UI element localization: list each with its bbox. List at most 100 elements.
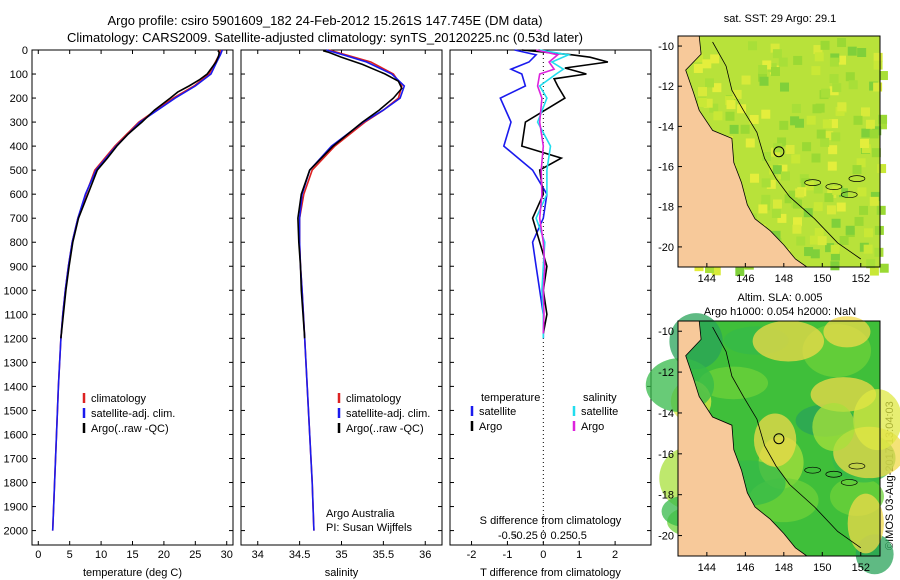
x-tick-label: 10: [95, 549, 107, 561]
sst-map-cell: [702, 59, 712, 69]
sst-map-cell: [811, 66, 821, 76]
sla-map-argo-marker: [773, 433, 785, 445]
sst-map-cell: [828, 119, 838, 129]
sst-map-cell: [824, 193, 834, 203]
temperature-axis-label: temperature (deg C): [83, 567, 182, 579]
sst-map-cell: [784, 194, 794, 204]
x-tick-label: 36: [419, 549, 431, 561]
sst-map-cell: [822, 119, 832, 129]
sst-map-cell: [845, 225, 855, 235]
y-tick-label: 600: [10, 189, 28, 201]
sst-map-cell: [873, 52, 883, 62]
sst-map-cell: [705, 264, 715, 274]
sst-map-cell: [835, 106, 845, 116]
y-tick-label: 1300: [4, 357, 28, 369]
sal-diff-tick-label: 0: [540, 530, 546, 542]
sla-map-y-tick-label: -18: [658, 490, 674, 502]
sst-map-cell: [811, 153, 821, 163]
sst-map-cell: [861, 128, 871, 138]
sla-map-frame: [677, 320, 881, 557]
sst-map-cell: [821, 88, 831, 98]
sla-map-reef: [840, 479, 858, 486]
sst-map-cell: [771, 67, 781, 77]
sst-map-cell: [802, 142, 812, 152]
sst-map-cell: [771, 230, 781, 240]
sst-map-cell: [749, 114, 759, 124]
sal-diff-tick-label: -0.25: [513, 530, 538, 542]
sla-map-blob: [853, 389, 900, 451]
sst-map-y-tick-label: -20: [658, 242, 674, 254]
tdiff-argo-line: [520, 49, 609, 334]
sst-map-cell: [737, 104, 747, 114]
sst-map-cell: [869, 196, 879, 206]
sla-map-y-tick-label: -20: [658, 531, 674, 543]
sst-map-cell: [761, 194, 771, 204]
sst-map-cell: [773, 143, 783, 153]
sst-map-cell: [779, 120, 789, 130]
sst-map-cell: [777, 137, 787, 147]
y-tick-label: 1500: [4, 405, 28, 417]
sst-map-cell: [859, 205, 869, 215]
sst-map-cell: [778, 57, 788, 67]
sst-map-cell: [713, 111, 723, 121]
sst-map-cell: [879, 263, 889, 273]
sst-map-cell: [854, 216, 864, 226]
sst-map-cell: [766, 179, 776, 189]
y-tick-label: 0: [22, 45, 28, 57]
sst-map-y-tick-label: -14: [658, 121, 674, 133]
sst-map-cell: [827, 161, 837, 171]
y-tick-label: 1000: [4, 285, 28, 297]
sst-map-cell: [791, 154, 801, 164]
sla-map-blob: [823, 316, 871, 348]
sst-map-cell: [812, 104, 822, 114]
sst-map-cell: [832, 185, 842, 195]
sst-map-cell: [758, 65, 768, 75]
x-tick-label: 15: [126, 549, 138, 561]
temp-argo-line: [60, 50, 221, 339]
sst-map-cell: [758, 204, 768, 214]
sla-map-x-tick-label: 146: [736, 562, 754, 574]
sst-map-cell: [861, 107, 871, 117]
sst-map-cell: [770, 43, 780, 53]
sla-map-y-tick-label: -10: [658, 326, 674, 338]
sst-map-cell: [761, 152, 771, 162]
sst-map-cell: [861, 144, 871, 154]
sst-map-cell: [837, 102, 847, 112]
pi-name-label: PI: Susan Wijffels: [326, 522, 412, 534]
diff-legend-temp-label: satellite: [479, 406, 516, 418]
sst-map-cell: [726, 100, 736, 110]
diff-legend-sal-heading: salinity: [583, 392, 617, 404]
sst-map-cell: [750, 173, 760, 183]
sst-map-cell: [877, 120, 887, 130]
x-tick-label: -1: [503, 549, 513, 561]
sla-map-blob: [753, 413, 797, 467]
x-tick-label: 35.5: [373, 549, 394, 561]
sst-map-reef: [840, 191, 858, 199]
sst-map-frame: [677, 35, 881, 268]
sst-map-cell: [848, 80, 858, 90]
sst-map-cell: [694, 53, 704, 63]
sst-map-cell: [806, 115, 816, 125]
temp-satellite-line: [51, 49, 224, 531]
salinity-axis-label: salinity: [325, 567, 359, 579]
x-tick-label: 0: [35, 549, 41, 561]
sst-map-cell: [741, 75, 751, 85]
sst-map-cell: [877, 164, 887, 174]
sst-map-cell: [793, 55, 803, 65]
salinity-panel: [240, 49, 443, 546]
sal-diff-tick-label: 0.25: [551, 530, 572, 542]
sla-map-blob: [752, 320, 825, 362]
sla-map-y-tick-label: -16: [658, 449, 674, 461]
sst-map-cell: [698, 87, 708, 97]
sst-map-cell: [780, 82, 790, 92]
sst-map-cell: [794, 118, 804, 128]
sst-map-cell: [830, 244, 840, 254]
sst-map-cell: [857, 48, 867, 58]
sst-map-cell: [830, 261, 840, 271]
sst-map-cell: [771, 208, 781, 218]
sst-map-cell: [809, 235, 819, 245]
sst-map-cell: [796, 236, 806, 246]
argo-australia-label: Argo Australia: [326, 508, 395, 520]
sla-map-y-tick-label: -12: [658, 367, 674, 379]
sst-map-cell: [826, 205, 836, 215]
